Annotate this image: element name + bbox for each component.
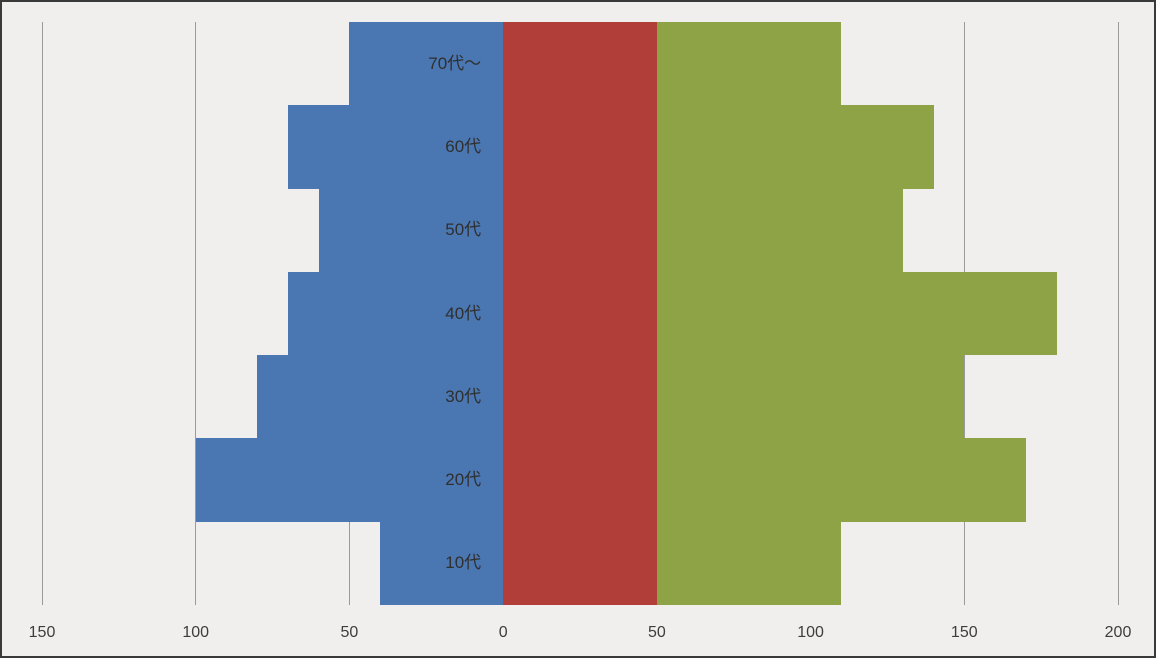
bar-left-blue <box>287 105 504 189</box>
bar-left-blue <box>195 438 504 522</box>
bar-middle-red <box>503 271 657 356</box>
bar-left-blue <box>380 521 504 605</box>
bar-middle-red <box>503 521 657 605</box>
category-label: 40代 <box>445 303 482 323</box>
bar-right-green <box>656 188 903 272</box>
vertical-gridline <box>195 22 197 605</box>
bar-left-blue <box>318 188 504 272</box>
x-axis-tick-label: 100 <box>797 624 824 641</box>
x-axis-tick-label: 150 <box>28 624 56 641</box>
bar-left-blue <box>287 271 504 356</box>
category-label: 50代 <box>445 220 482 240</box>
x-axis-tick-label: 150 <box>950 624 978 641</box>
bar-middle-red <box>503 355 657 439</box>
bar-right-green <box>656 355 965 439</box>
category-label: 70代～ <box>428 53 482 73</box>
category-label: 60代 <box>445 136 482 156</box>
bar-middle-red <box>503 22 657 106</box>
vertical-gridline <box>41 22 43 605</box>
vertical-gridline <box>1117 22 1119 605</box>
bar-right-green <box>656 521 842 605</box>
category-label: 10代 <box>445 553 482 573</box>
bar-right-green <box>656 105 934 189</box>
bar-middle-red <box>503 105 657 189</box>
category-label: 30代 <box>445 386 482 406</box>
x-axis-tick-label: 100 <box>182 624 210 641</box>
x-axis-tick-label: 50 <box>647 624 666 641</box>
bar-middle-red <box>503 438 657 522</box>
bar-left-blue <box>349 22 504 106</box>
x-axis-tick-label: 0 <box>498 624 508 641</box>
bar-right-green <box>656 22 842 106</box>
bar-middle-red <box>503 188 657 272</box>
bar-right-green <box>656 438 1026 522</box>
bar-left-blue <box>257 355 504 439</box>
category-label: 20代 <box>445 470 482 490</box>
bar-right-green <box>656 271 1057 356</box>
x-axis-tick-label: 50 <box>340 624 359 641</box>
x-axis-tick-label: 200 <box>1104 624 1132 641</box>
